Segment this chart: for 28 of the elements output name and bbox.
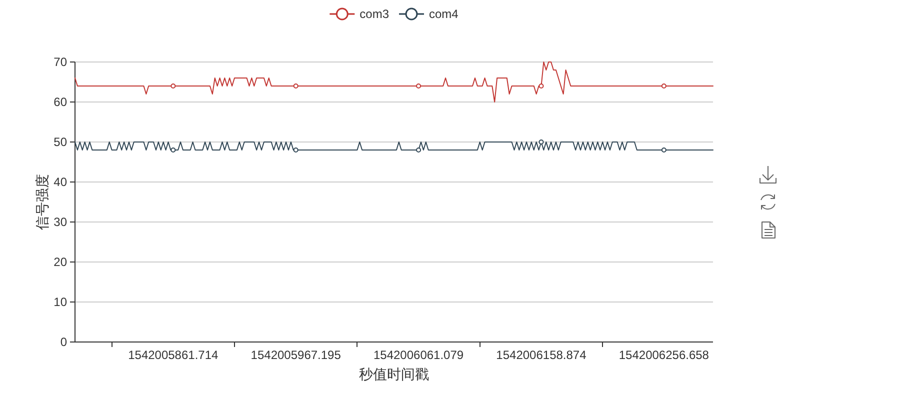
point [538, 84, 544, 88]
x-tick-label: 1542005967.195 [250, 348, 342, 362]
y-axis-title: 信号强度 [34, 174, 50, 230]
x-tick-label: 1542006256.658 [618, 348, 710, 362]
point [416, 148, 422, 152]
y-tick-label: 0 [60, 335, 68, 349]
point [661, 148, 666, 152]
y-tick-label: 10 [54, 295, 68, 309]
line-series [74, 62, 714, 102]
x-tick-label: 1542005861.714 [128, 348, 219, 362]
y-tick-label: 60 [54, 95, 68, 109]
y-tick-label: 50 [54, 135, 68, 149]
x-tick-label: 1542006158.874 [496, 348, 587, 362]
x-tick-label: 1542006061.079 [373, 348, 464, 362]
point [416, 84, 422, 88]
y-tick-label: 30 [54, 215, 68, 229]
point [661, 84, 666, 88]
x-axis-title: 秒值时间戳 [359, 366, 429, 382]
point [293, 84, 298, 88]
legend-label: com3 [360, 7, 390, 21]
legend-label: com4 [429, 7, 459, 21]
point [293, 148, 298, 152]
point [170, 148, 176, 152]
y-tick-label: 40 [54, 175, 68, 189]
point [538, 140, 544, 144]
y-tick-label: 70 [54, 55, 68, 69]
point [170, 84, 176, 88]
y-tick-label: 20 [54, 255, 68, 269]
